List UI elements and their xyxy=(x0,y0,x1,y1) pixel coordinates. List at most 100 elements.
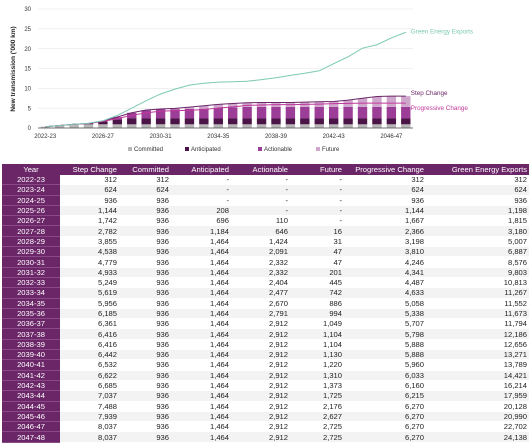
value-cell: 6,185 xyxy=(60,308,119,318)
bar-segment-committed xyxy=(358,124,367,128)
line-label-step-change: Step Change xyxy=(411,90,448,97)
bar-segment-anticipated xyxy=(300,118,309,124)
bar-segment-actionable xyxy=(343,107,352,119)
legend-label-anticipated: Anticipated xyxy=(191,147,221,153)
table-header-cell: Anticipated xyxy=(171,164,231,175)
value-cell: 936 xyxy=(426,195,529,205)
y-axis-title: New transmission ('000 km) xyxy=(10,26,17,111)
bar-segment-anticipated xyxy=(185,118,194,124)
value-cell: 14,421 xyxy=(426,370,529,380)
value-cell: 624 xyxy=(344,185,426,195)
year-cell: 2028-29 xyxy=(2,236,60,246)
value-cell: 1,464 xyxy=(171,329,231,339)
value-cell: 1,464 xyxy=(171,401,231,411)
value-cell: 6,622 xyxy=(60,370,119,380)
value-cell: 1,424 xyxy=(231,236,290,246)
value-cell: 208 xyxy=(171,205,231,215)
value-cell: 11,673 xyxy=(426,308,529,318)
value-cell: 936 xyxy=(119,401,171,411)
value-cell: 696 xyxy=(171,216,231,226)
value-cell: - xyxy=(290,216,344,226)
bar-segment-actionable xyxy=(329,107,338,119)
bar-segment-committed xyxy=(372,124,381,128)
value-cell: 2,912 xyxy=(231,432,290,442)
value-cell: 1,464 xyxy=(171,370,231,380)
value-cell: 10,813 xyxy=(426,277,529,287)
value-cell: 1,464 xyxy=(171,257,231,267)
value-cell: 886 xyxy=(290,298,344,308)
year-cell: 2034-35 xyxy=(2,298,60,308)
value-cell: 6,442 xyxy=(60,350,119,360)
bar-segment-anticipated xyxy=(199,118,208,124)
bar-segment-anticipated xyxy=(358,118,367,124)
bar-segment-committed xyxy=(170,124,179,128)
bar-segment-committed xyxy=(257,124,266,128)
year-cell: 2031-32 xyxy=(2,267,60,277)
value-cell: 936 xyxy=(119,350,171,360)
table-header-cell: Committed xyxy=(119,164,171,175)
value-cell: 2,332 xyxy=(231,267,290,277)
value-cell: 936 xyxy=(119,277,171,287)
year-cell: 2036-37 xyxy=(2,319,60,329)
value-cell: 2,366 xyxy=(344,226,426,236)
value-cell: 936 xyxy=(119,195,171,205)
value-cell: 20,990 xyxy=(426,411,529,421)
value-cell: 1,144 xyxy=(344,205,426,215)
bar-segment-committed xyxy=(329,124,338,128)
value-cell: 936 xyxy=(119,370,171,380)
value-cell: 1,464 xyxy=(171,360,231,370)
value-cell: 1,310 xyxy=(290,370,344,380)
bar-segment-actionable xyxy=(228,107,237,118)
year-cell: 2046-47 xyxy=(2,422,60,432)
value-cell: 2,912 xyxy=(231,350,290,360)
value-cell: 2,091 xyxy=(231,247,290,257)
table-header-cell: Green Energy Exports xyxy=(426,164,529,175)
x-tick-label: 2034-35 xyxy=(207,134,230,140)
value-cell: 994 xyxy=(290,308,344,318)
value-cell: - xyxy=(290,185,344,195)
value-cell: 2,912 xyxy=(231,370,290,380)
value-cell: 6,270 xyxy=(344,432,426,442)
value-cell: 6,270 xyxy=(344,401,426,411)
value-cell: 11,267 xyxy=(426,288,529,298)
value-cell: 312 xyxy=(426,175,529,185)
bar-segment-committed xyxy=(387,124,396,128)
value-cell: 1,130 xyxy=(290,350,344,360)
bar-segment-committed xyxy=(185,124,194,128)
year-cell: 2037-38 xyxy=(2,329,60,339)
value-cell: 2,725 xyxy=(290,432,344,442)
bar-segment-committed xyxy=(271,124,280,128)
value-cell: 312 xyxy=(344,175,426,185)
legend-label-actionable: Actionable xyxy=(264,147,293,153)
value-cell: 936 xyxy=(119,422,171,432)
value-cell: 6,215 xyxy=(344,391,426,401)
value-cell: 11,794 xyxy=(426,319,529,329)
bar-segment-anticipated xyxy=(329,118,338,124)
line-label-progressive-change: Progressive Change xyxy=(411,105,469,112)
value-cell: 1,815 xyxy=(426,216,529,226)
value-cell: 936 xyxy=(119,360,171,370)
value-cell: - xyxy=(171,175,231,185)
value-cell: 1,742 xyxy=(60,216,119,226)
value-cell: 4,538 xyxy=(60,247,119,257)
value-cell: 12,186 xyxy=(426,329,529,339)
value-cell: 1,464 xyxy=(171,391,231,401)
value-cell: 7,939 xyxy=(60,411,119,421)
value-cell: 7,488 xyxy=(60,401,119,411)
bar-segment-committed xyxy=(98,124,107,128)
year-cell: 2047-48 xyxy=(2,432,60,442)
bar-segment-committed xyxy=(127,124,136,128)
y-tick-label: 10 xyxy=(24,87,31,93)
legend-swatch-anticipated xyxy=(185,147,189,151)
year-cell: 2044-45 xyxy=(2,401,60,411)
